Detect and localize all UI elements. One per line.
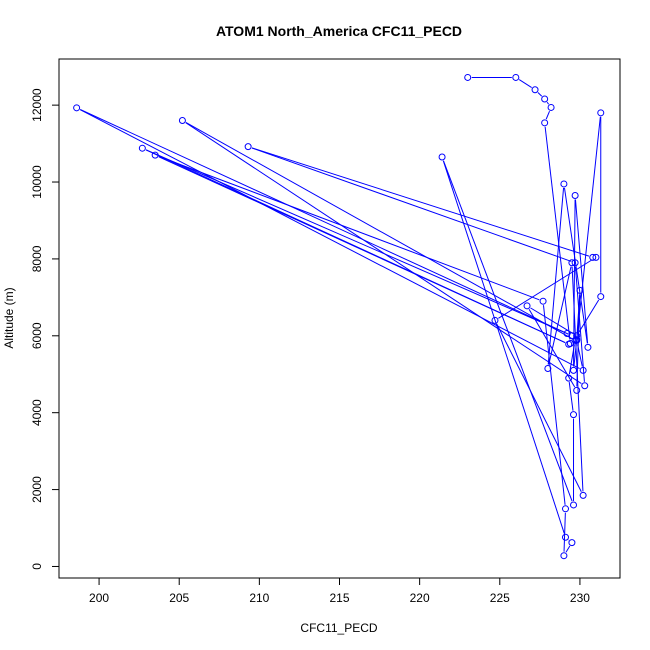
- data-point: [597, 293, 605, 301]
- data-point: [565, 340, 573, 348]
- data-point: [571, 259, 579, 267]
- x-tick-label: 215: [329, 591, 349, 605]
- series-segment: [530, 307, 574, 335]
- data-point: [562, 505, 570, 513]
- data-point: [523, 302, 531, 310]
- series-segment: [443, 160, 573, 502]
- x-tick-label: 220: [410, 591, 430, 605]
- series-segment: [251, 147, 590, 257]
- data-point: [539, 297, 547, 305]
- data-point: [138, 144, 146, 152]
- series-segment: [568, 381, 574, 411]
- series-segment: [158, 156, 566, 344]
- data-point: [151, 151, 159, 159]
- x-tick-label: 225: [490, 591, 510, 605]
- data-point: [570, 366, 578, 374]
- series-segment: [578, 299, 600, 333]
- x-tick-label: 205: [169, 591, 189, 605]
- data-point: [589, 253, 597, 261]
- data-point: [563, 329, 571, 337]
- data-point: [544, 364, 552, 372]
- data-point: [178, 117, 186, 125]
- series-segment: [545, 110, 550, 120]
- series-segment: [576, 294, 581, 336]
- x-axis: 200 205 210 215 220 225 230: [89, 577, 590, 605]
- chart-title: ATOM1 North_America CFC11_PECD: [216, 23, 462, 39]
- data-point: [579, 366, 587, 374]
- x-axis-label: CFC11_PECD: [300, 621, 377, 635]
- data-point: [571, 191, 579, 199]
- data-point: [491, 316, 499, 324]
- series-segment: [544, 126, 571, 340]
- data-point: [570, 411, 578, 419]
- data-point: [512, 73, 520, 81]
- series-segment: [546, 101, 550, 105]
- series-segment: [563, 512, 566, 552]
- series-segment: [158, 156, 540, 301]
- data-point: [573, 332, 581, 340]
- series-segment: [528, 309, 576, 388]
- data-series: [73, 73, 605, 560]
- series-segment: [496, 323, 582, 492]
- series-segment: [442, 160, 565, 534]
- x-tick-label: 210: [249, 591, 269, 605]
- data-point: [562, 533, 570, 541]
- y-tick-label: 4000: [30, 399, 44, 426]
- y-axis: 0 2000 4000 6000 8000 10000 12000: [30, 88, 60, 570]
- data-point: [541, 119, 549, 127]
- data-point: [581, 382, 589, 390]
- series-segment: [145, 149, 564, 333]
- series-segment: [185, 122, 582, 384]
- x-tick-label: 200: [89, 591, 109, 605]
- series-segment: [185, 122, 572, 339]
- y-tick-label: 2000: [30, 476, 44, 503]
- data-point: [573, 336, 581, 344]
- data-point: [560, 180, 568, 188]
- y-tick-label: 12000: [30, 88, 44, 122]
- data-point: [568, 539, 576, 547]
- y-tick-label: 8000: [30, 245, 44, 272]
- data-point: [597, 109, 605, 117]
- data-point: [73, 104, 81, 112]
- x-tick-label: 230: [570, 591, 590, 605]
- data-point: [576, 286, 584, 294]
- data-point: [573, 386, 581, 394]
- data-point: [464, 73, 472, 81]
- data-point: [541, 95, 549, 103]
- data-point: [565, 374, 573, 382]
- data-point: [570, 501, 578, 509]
- series-segment: [547, 187, 565, 365]
- data-point: [531, 86, 539, 94]
- series-segment: [574, 266, 585, 382]
- series-segment: [565, 545, 571, 553]
- series-segment: [80, 109, 569, 335]
- data-point: [438, 153, 446, 161]
- data-point: [547, 103, 555, 111]
- series-segment: [518, 79, 532, 89]
- data-point: [579, 491, 587, 499]
- series-segment: [542, 305, 566, 505]
- data-point: [584, 343, 592, 351]
- data-point: [560, 552, 568, 560]
- y-tick-label: 6000: [30, 322, 44, 349]
- y-axis-label: Altitude (m): [2, 287, 16, 348]
- series-segment: [79, 109, 580, 370]
- data-point: [592, 253, 600, 261]
- data-point: [244, 143, 252, 151]
- series-segment: [251, 147, 572, 262]
- series-segment: [574, 199, 589, 344]
- series-segment: [537, 92, 543, 97]
- y-tick-label: 10000: [30, 165, 44, 199]
- data-point: [568, 259, 576, 267]
- y-tick-label: 0: [30, 563, 44, 570]
